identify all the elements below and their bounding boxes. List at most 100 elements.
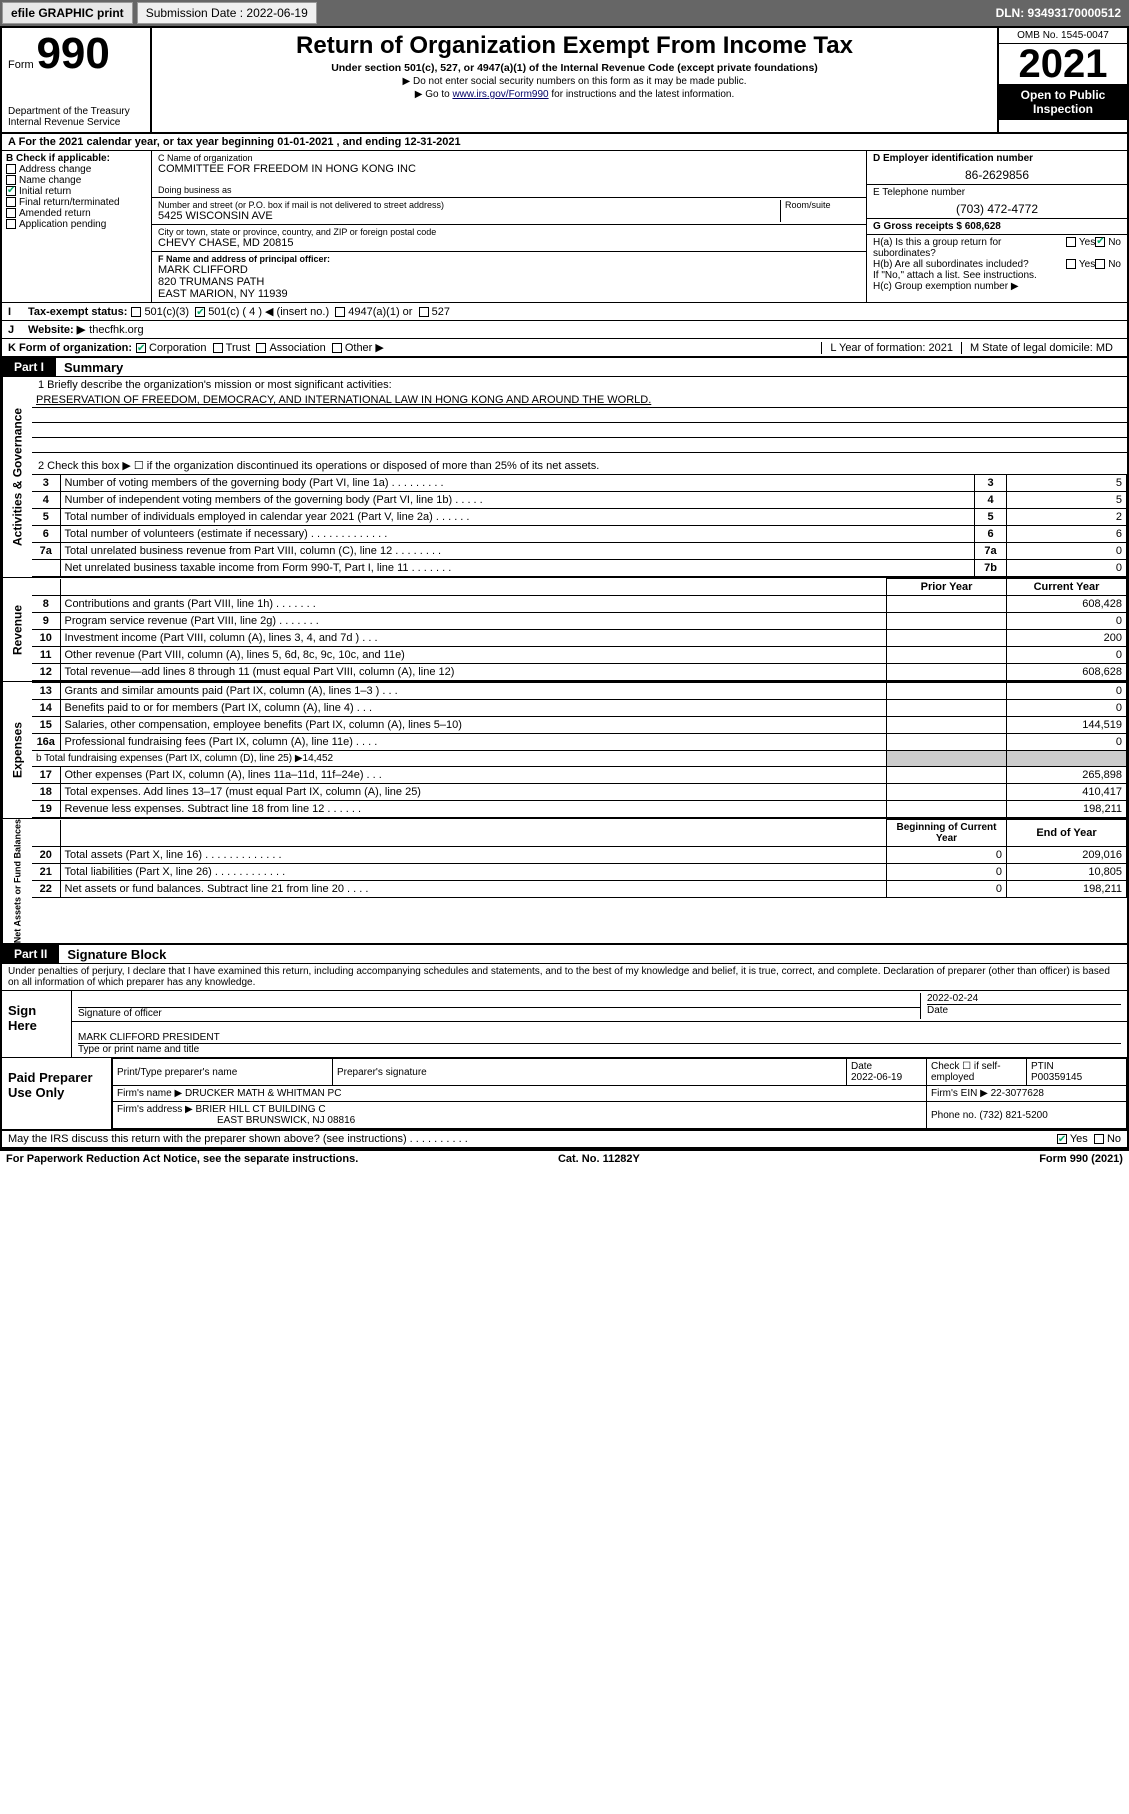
- part-i-tab: Part I: [2, 358, 56, 376]
- ptin: P00359145: [1031, 1072, 1082, 1083]
- dept-treasury: Department of the Treasury: [8, 106, 144, 117]
- firm-phone: (732) 821-5200: [979, 1110, 1047, 1121]
- discuss-yes[interactable]: [1057, 1134, 1067, 1144]
- mission-text: PRESERVATION OF FREEDOM, DEMOCRACY, AND …: [32, 393, 1127, 408]
- discuss-no[interactable]: [1094, 1134, 1104, 1144]
- firm-addr1: BRIER HILL CT BUILDING C: [196, 1104, 326, 1115]
- begin-year-head: Beginning of Current Year: [887, 820, 1007, 847]
- chk-final-return[interactable]: [6, 197, 16, 207]
- penalties-text: Under penalties of perjury, I declare th…: [2, 964, 1127, 991]
- chk-assoc[interactable]: [256, 343, 266, 353]
- hb-yes[interactable]: [1066, 259, 1076, 269]
- firm-addr2: EAST BRUNSWICK, NJ 08816: [117, 1115, 355, 1126]
- chk-name-change[interactable]: [6, 175, 16, 185]
- sig-officer-label: Signature of officer: [78, 1007, 920, 1019]
- ha-no[interactable]: [1095, 237, 1105, 247]
- part-ii-title: Signature Block: [59, 947, 166, 962]
- subtitle-2: ▶ Do not enter social security numbers o…: [156, 76, 993, 87]
- self-employed: Check ☐ if self-employed: [927, 1059, 1027, 1086]
- org-name: COMMITTEE FOR FREEDOM IN HONG KONG INC: [158, 163, 860, 175]
- firm-name: DRUCKER MATH & WHITMAN PC: [185, 1088, 341, 1099]
- form-title: Return of Organization Exempt From Incom…: [156, 32, 993, 60]
- prep-date: 2022-06-19: [851, 1072, 902, 1083]
- ha-label: H(a) Is this a group return for subordin…: [873, 237, 1066, 259]
- irs-label: Internal Revenue Service: [8, 117, 144, 128]
- side-expenses: Expenses: [2, 682, 32, 818]
- cat-no: Cat. No. 11282Y: [558, 1153, 640, 1165]
- paperwork-notice: For Paperwork Reduction Act Notice, see …: [6, 1153, 358, 1165]
- chk-pending[interactable]: [6, 219, 16, 229]
- chk-amended[interactable]: [6, 208, 16, 218]
- prep-name-h: Print/Type preparer's name: [113, 1059, 333, 1086]
- part-i-title: Summary: [56, 360, 123, 375]
- subtitle-1: Under section 501(c), 527, or 4947(a)(1)…: [156, 62, 993, 74]
- paid-preparer-block: Paid Preparer Use Only Print/Type prepar…: [2, 1058, 1127, 1131]
- chk-4947[interactable]: [335, 307, 345, 317]
- side-revenue: Revenue: [2, 578, 32, 681]
- net-assets-table: Beginning of Current YearEnd of Year 20T…: [32, 819, 1127, 898]
- dba-label: Doing business as: [158, 185, 860, 195]
- open-to-public: Open to Public Inspection: [999, 84, 1127, 120]
- hb-label: H(b) Are all subordinates included?: [873, 259, 1066, 270]
- org-name-label: C Name of organization: [158, 153, 860, 163]
- form-label: Form: [8, 59, 34, 71]
- irs-link[interactable]: www.irs.gov/Form990: [452, 89, 548, 100]
- col-c: C Name of organization COMMITTEE FOR FRE…: [152, 151, 867, 302]
- form-ref: Form 990 (2021): [1039, 1153, 1123, 1165]
- side-net-assets: Net Assets or Fund Balances: [2, 819, 32, 943]
- hc-label: H(c) Group exemption number ▶: [873, 281, 1121, 292]
- hb-no[interactable]: [1095, 259, 1105, 269]
- col-d: D Employer identification number 86-2629…: [867, 151, 1127, 302]
- sig-date-label: Date: [927, 1004, 1121, 1016]
- website-row: J Website: ▶ thecfhk.org: [2, 321, 1127, 339]
- ein: 86-2629856: [873, 168, 1121, 182]
- side-governance: Activities & Governance: [2, 377, 32, 577]
- chk-other[interactable]: [332, 343, 342, 353]
- governance-table: 3Number of voting members of the governi…: [32, 474, 1127, 577]
- chk-corp[interactable]: [136, 343, 146, 353]
- street-address: 5425 WISCONSIN AVE: [158, 210, 780, 222]
- col-b-head: B Check if applicable:: [6, 153, 147, 164]
- tax-exempt-status-row: I Tax-exempt status: 501(c)(3) 501(c) ( …: [2, 303, 1127, 321]
- chk-501c3[interactable]: [131, 307, 141, 317]
- prep-sig-h: Preparer's signature: [333, 1059, 847, 1086]
- current-year-head: Current Year: [1007, 579, 1127, 596]
- addr-label: Number and street (or P.O. box if mail i…: [158, 200, 780, 210]
- revenue-table: Prior YearCurrent Year 8Contributions an…: [32, 578, 1127, 681]
- topbar: efile GRAPHIC print Submission Date : 20…: [0, 0, 1129, 26]
- q2-label: 2 Check this box ▶ ☐ if the organization…: [32, 453, 1127, 474]
- prior-year-head: Prior Year: [887, 579, 1007, 596]
- end-year-head: End of Year: [1007, 820, 1127, 847]
- chk-501c[interactable]: [195, 307, 205, 317]
- sig-date: 2022-02-24: [927, 993, 1121, 1004]
- header: Form 990 Department of the Treasury Inte…: [2, 28, 1127, 134]
- hb-note: If "No," attach a list. See instructions…: [873, 270, 1121, 281]
- chk-address-change[interactable]: [6, 164, 16, 174]
- signer-name: MARK CLIFFORD PRESIDENT: [78, 1032, 1121, 1043]
- website: thecfhk.org: [89, 324, 143, 336]
- efile-print-button[interactable]: efile GRAPHIC print: [2, 2, 133, 24]
- col-b-checkboxes: B Check if applicable: Address change Na…: [2, 151, 152, 302]
- part-ii-header: Part II Signature Block: [2, 945, 1127, 964]
- officer-name: MARK CLIFFORD: [158, 264, 860, 276]
- chk-initial-return[interactable]: [6, 186, 16, 196]
- sign-here-label: Sign Here: [2, 991, 72, 1057]
- part-ii-tab: Part II: [2, 945, 59, 963]
- officer-label: F Name and address of principal officer:: [158, 254, 860, 264]
- dln: DLN: 93493170000512: [996, 6, 1127, 20]
- ein-label: D Employer identification number: [873, 153, 1121, 164]
- submission-date: Submission Date : 2022-06-19: [137, 2, 317, 24]
- room-label: Room/suite: [785, 200, 860, 210]
- chk-527[interactable]: [419, 307, 429, 317]
- sign-here-block: Sign Here Signature of officer 2022-02-2…: [2, 991, 1127, 1058]
- ha-yes[interactable]: [1066, 237, 1076, 247]
- phone-label: E Telephone number: [873, 187, 1121, 198]
- chk-trust[interactable]: [213, 343, 223, 353]
- q1-label: 1 Briefly describe the organization's mi…: [32, 377, 1127, 393]
- gross-receipts: G Gross receipts $ 608,628: [873, 221, 1121, 232]
- paid-preparer-label: Paid Preparer Use Only: [2, 1058, 112, 1129]
- form-of-org-row: K Form of organization: Corporation Trus…: [2, 339, 1127, 358]
- city-label: City or town, state or province, country…: [158, 227, 860, 237]
- year-formation: L Year of formation: 2021: [821, 342, 961, 354]
- footer: For Paperwork Reduction Act Notice, see …: [0, 1151, 1129, 1167]
